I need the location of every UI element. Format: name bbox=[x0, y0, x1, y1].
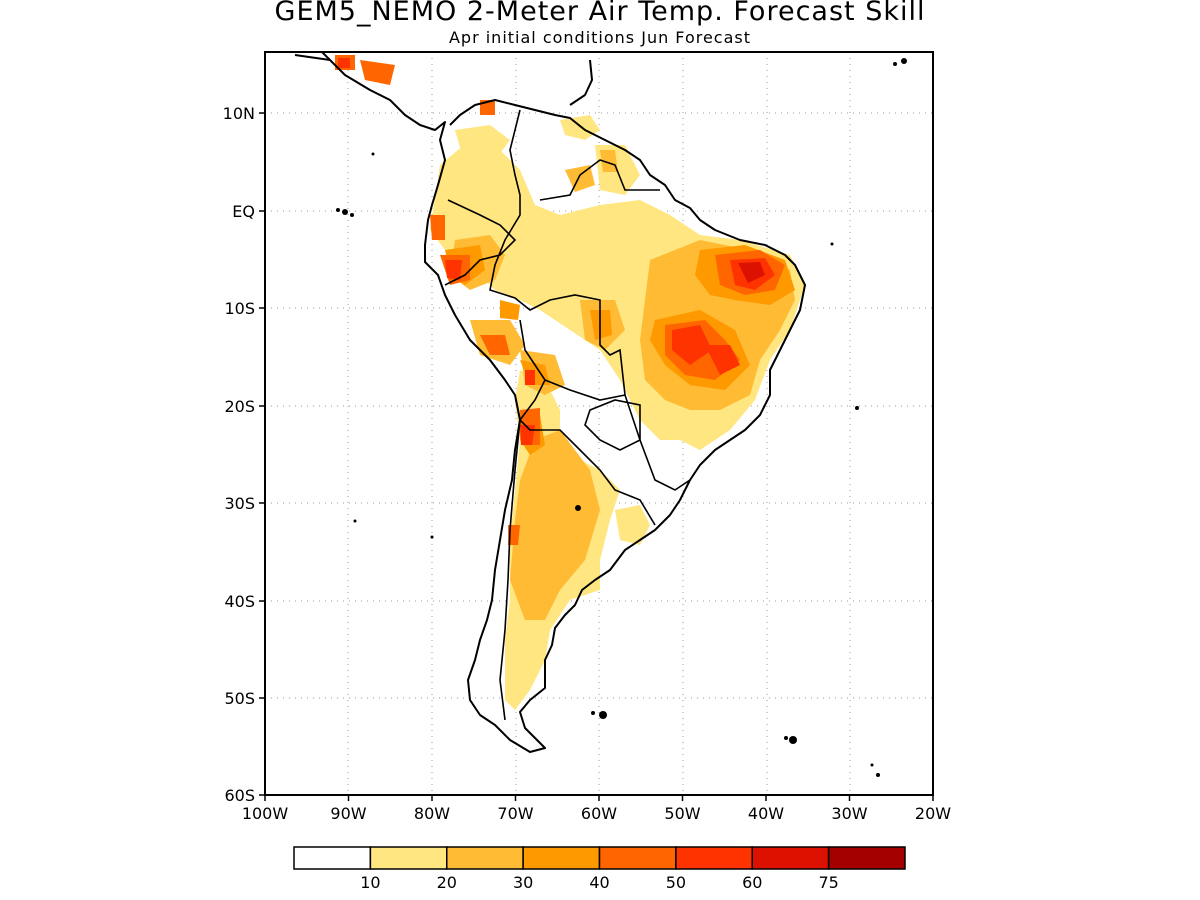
colorbar-label: 50 bbox=[666, 873, 686, 892]
lat-tick-label: 30S bbox=[224, 494, 255, 513]
colorbar-label: 40 bbox=[589, 873, 609, 892]
lon-tick-label: 80W bbox=[414, 804, 450, 823]
country-borders bbox=[444, 109, 691, 721]
colorbar-swatch bbox=[675, 846, 753, 870]
lon-tick-label: 20W bbox=[915, 804, 951, 823]
colorbar-label: 20 bbox=[437, 873, 457, 892]
lon-tick-label: 70W bbox=[497, 804, 533, 823]
colorbar-swatch bbox=[751, 846, 830, 870]
colorbar-swatch bbox=[827, 846, 906, 870]
colorbar-swatch bbox=[369, 846, 448, 870]
colorbar-label: 60 bbox=[742, 873, 762, 892]
lat-tick-label: 50S bbox=[224, 689, 255, 708]
map-subtitle: Apr initial conditions Jun Forecast bbox=[448, 28, 752, 47]
lat-tick-label: 60S bbox=[224, 786, 255, 805]
lon-tick-label: 60W bbox=[581, 804, 617, 823]
lon-tick-label: 90W bbox=[330, 804, 366, 823]
colorbar-swatch bbox=[293, 846, 372, 870]
map-title: GEM5_NEMO 2-Meter Air Temp. Forecast Ski… bbox=[274, 0, 926, 27]
colorbar-swatch bbox=[446, 846, 524, 870]
lat-tick-label: 10N bbox=[223, 104, 255, 123]
colorbar-label: 30 bbox=[513, 873, 533, 892]
lat-tick-label: 40S bbox=[224, 592, 255, 611]
skill-shading bbox=[335, 55, 805, 710]
colorbar-label: 75 bbox=[818, 873, 838, 892]
islands bbox=[336, 58, 907, 777]
lon-tick-label: 100W bbox=[242, 804, 289, 823]
lat-tick-label: EQ bbox=[232, 202, 255, 221]
colorbar-swatch bbox=[522, 846, 601, 870]
lon-tick-label: 50W bbox=[664, 804, 700, 823]
coastlines bbox=[294, 52, 806, 753]
lon-tick-label: 40W bbox=[748, 804, 784, 823]
axes: 100W 90W 80W 70W 60W 50W 40W 30W 20W 10N EQ 10S 20S 3… bbox=[223, 104, 952, 823]
colorbar-swatch bbox=[598, 846, 677, 870]
colorbar-label: 10 bbox=[360, 873, 380, 892]
lat-tick-label: 20S bbox=[224, 397, 255, 416]
lon-tick-label: 30W bbox=[831, 804, 867, 823]
colorbar: 10 20 30 40 50 60 75 bbox=[293, 846, 906, 892]
lat-tick-label: 10S bbox=[224, 299, 255, 318]
